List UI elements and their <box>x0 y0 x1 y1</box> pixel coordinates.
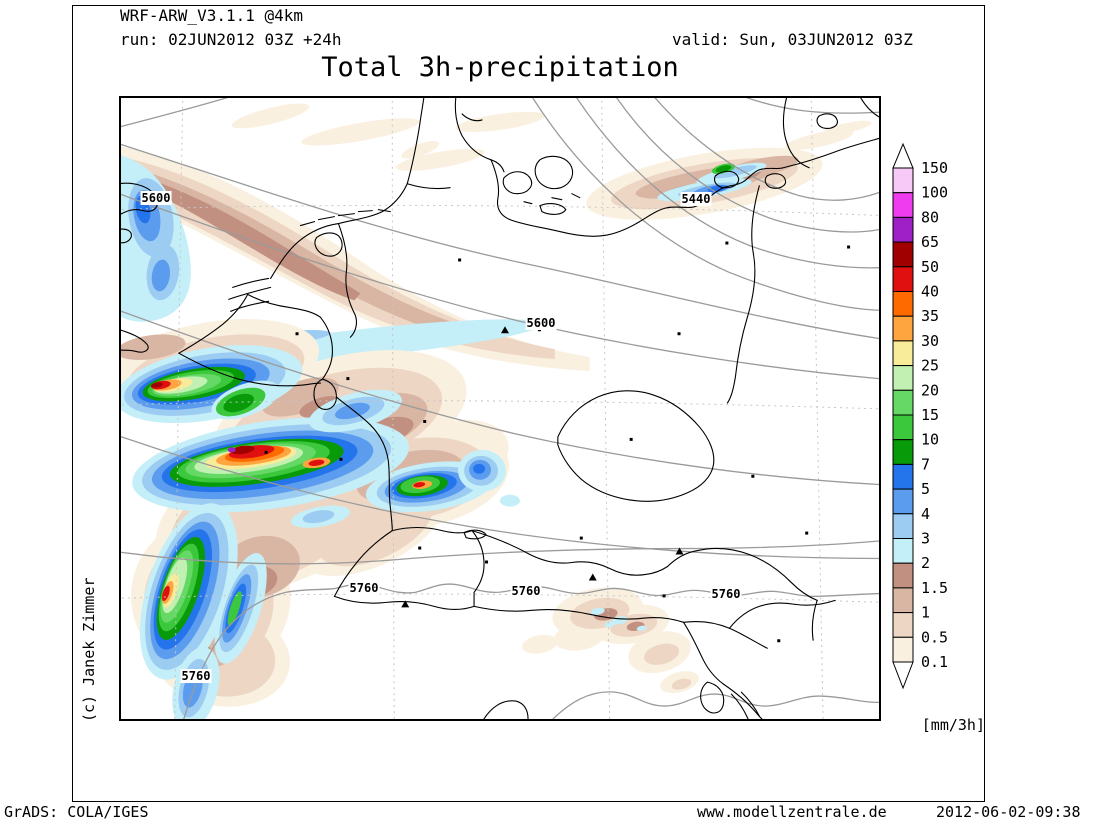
colorbar-level-label: 0.1 <box>921 653 948 671</box>
colorbar-bottom-triangle <box>892 661 914 690</box>
colorbar: 150 100 80 65 50 40 35 30 25 20 15 10 7 5 4 3 2 1.5 1 0.5 0.… <box>885 138 990 700</box>
contour-label: 5760 <box>510 584 542 598</box>
colorbar-level-label: 3 <box>921 530 930 548</box>
graticule <box>121 98 879 719</box>
precip-alps-patches <box>522 587 699 694</box>
creation-timestamp: 2012-06-02-09:38 <box>936 803 1081 821</box>
colorbar-cell <box>892 192 914 218</box>
map-graphics <box>121 98 879 719</box>
valid-time-label: valid: Sun, 03JUN2012 03Z <box>672 30 913 49</box>
colorbar-cell <box>892 167 914 194</box>
colorbar-cell <box>892 315 914 342</box>
model-version-label: WRF-ARW_V3.1.1 @4km <box>120 6 304 25</box>
colorbar-level-label: 40 <box>921 283 939 301</box>
precip-nw-band <box>121 103 590 372</box>
run-time-label: run: 02JUN2012 03Z +24h <box>120 30 342 49</box>
colorbar-graphic: 150 100 80 65 50 40 35 30 25 20 15 10 7 5 4 3 2 1.5 1 0.5 0.… <box>892 142 948 690</box>
colorbar-level-label: 10 <box>921 431 939 449</box>
contour-label: 5440 <box>680 192 712 206</box>
colorbar-level-label: 25 <box>921 357 939 375</box>
colorbar-level-label: 15 <box>921 406 939 424</box>
colorbar-cell <box>892 365 914 391</box>
colorbar-cell <box>892 216 914 243</box>
colorbar-level-label: 7 <box>921 455 930 473</box>
page-title: Total 3h-precipitation <box>321 52 679 83</box>
colorbar-unit-label: [mm/3h] <box>921 716 985 734</box>
colorbar-level-label: 4 <box>921 505 930 523</box>
contour-label: 5600 <box>525 316 557 330</box>
colorbar-level-label: 65 <box>921 233 939 251</box>
colorbar-level-label: 20 <box>921 381 939 399</box>
colorbar-cell <box>892 612 914 638</box>
colorbar-level-label: 30 <box>921 332 939 350</box>
colorbar-level-label: 2 <box>921 554 930 572</box>
colorbar-cell <box>892 587 914 614</box>
colorbar-cell <box>892 636 914 663</box>
colorbar-level-label: 80 <box>921 208 939 226</box>
precipitation-map: 5600 5440 5600 5760 5760 5760 5760 <box>119 96 881 721</box>
grads-credit: GrADS: COLA/IGES <box>4 803 149 821</box>
contour-label: 5760 <box>348 581 380 595</box>
colorbar-level-label: 1.5 <box>921 579 948 597</box>
website-label: www.modellzentrale.de <box>697 803 887 821</box>
colorbar-level-label: 150 <box>921 159 948 177</box>
colorbar-level-label: 0.5 <box>921 628 948 646</box>
height-contours <box>121 98 879 719</box>
colorbar-level-label: 100 <box>921 184 948 202</box>
colorbar-cell <box>892 439 914 465</box>
precip-baltic-blob <box>586 120 872 220</box>
precip-main-complex <box>121 319 520 719</box>
colorbar-cell <box>892 562 914 589</box>
contour-label: 5760 <box>180 669 212 683</box>
colorbar-cell <box>892 389 914 416</box>
colorbar-cell <box>892 291 914 317</box>
colorbar-top-triangle <box>892 142 914 169</box>
colorbar-cell <box>892 241 914 268</box>
coastlines-borders <box>121 98 879 719</box>
contour-label: 5760 <box>710 587 742 601</box>
colorbar-cell <box>892 538 914 564</box>
colorbar-cell <box>892 414 914 441</box>
copyright-credit: (c) Janek Zimmer <box>80 577 98 723</box>
colorbar-level-label: 1 <box>921 604 930 622</box>
colorbar-cell <box>892 266 914 293</box>
colorbar-level-label: 35 <box>921 307 939 325</box>
contour-label: 5600 <box>140 191 172 205</box>
colorbar-cell <box>892 463 914 490</box>
colorbar-level-label: 5 <box>921 480 930 498</box>
colorbar-cell <box>892 513 914 539</box>
colorbar-cell <box>892 488 914 515</box>
colorbar-level-label: 50 <box>921 258 939 276</box>
colorbar-cell <box>892 340 914 367</box>
